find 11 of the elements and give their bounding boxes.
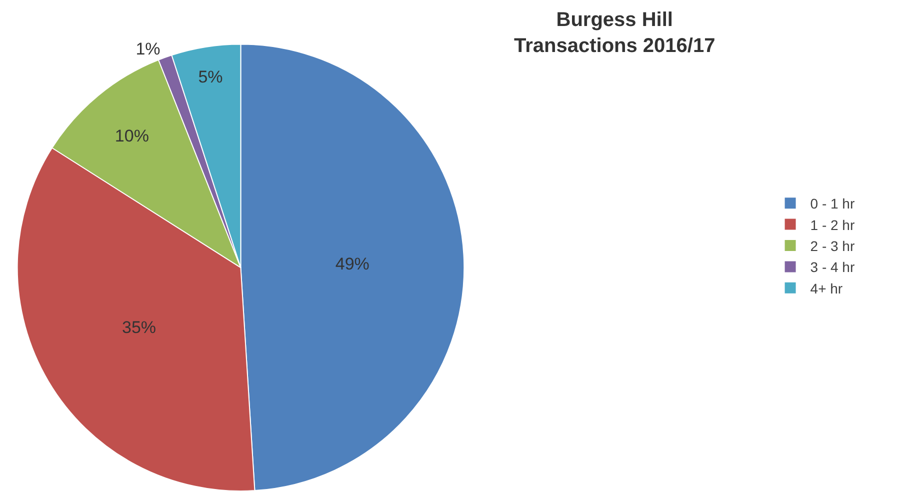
legend-label: 3 - 4 hr bbox=[810, 259, 855, 276]
legend-label: 4+ hr bbox=[810, 280, 843, 296]
data-label: 35% bbox=[122, 318, 156, 338]
chart-title: Burgess Hill Transactions 2016/17 bbox=[514, 9, 716, 57]
data-label: 1% bbox=[136, 39, 160, 58]
legend-label: 0 - 1 hr bbox=[810, 196, 855, 212]
legend-label: 1 - 2 hr bbox=[810, 216, 855, 233]
data-label: 5% bbox=[198, 67, 223, 86]
legend-label: 2 - 3 hr bbox=[810, 238, 855, 254]
data-label: 10% bbox=[114, 126, 149, 146]
data-label: 49% bbox=[335, 254, 370, 274]
